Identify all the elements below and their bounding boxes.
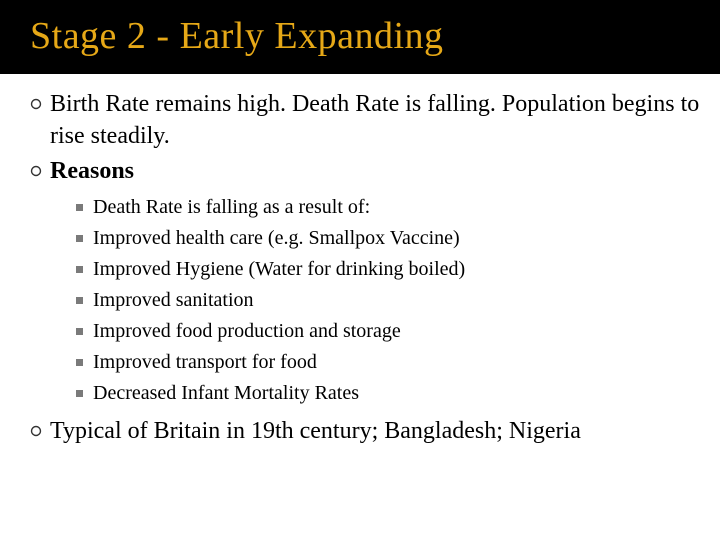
sub-bullet-text: Improved Hygiene (Water for drinking boi… [93,255,465,283]
bullet-text: Typical of Britain in 19th century; Bang… [50,415,581,447]
sub-bullet-text: Improved transport for food [93,348,317,376]
bullet-item: Birth Rate remains high. Death Rate is f… [30,88,702,153]
circle-bullet-icon [30,165,42,177]
sub-bullet-item: Improved Hygiene (Water for drinking boi… [76,255,702,283]
sub-bullet-item: Decreased Infant Mortality Rates [76,379,702,407]
sub-bullet-item: Improved food production and storage [76,317,702,345]
sub-bullet-text: Improved health care (e.g. Smallpox Vacc… [93,224,460,252]
square-bullet-icon [76,266,83,273]
bullet-item: Typical of Britain in 19th century; Bang… [30,415,702,447]
sub-bullet-text: Death Rate is falling as a result of: [93,193,370,221]
square-bullet-icon [76,328,83,335]
slide-title: Stage 2 - Early Expanding [30,14,720,58]
slide-content: Birth Rate remains high. Death Rate is f… [0,74,720,448]
sub-list: Death Rate is falling as a result of: Im… [76,193,702,407]
sub-bullet-text: Improved sanitation [93,286,254,314]
sub-bullet-text: Improved food production and storage [93,317,401,345]
circle-bullet-icon [30,425,42,437]
bullet-text: Birth Rate remains high. Death Rate is f… [50,88,702,153]
sub-bullet-item: Improved sanitation [76,286,702,314]
square-bullet-icon [76,390,83,397]
bullet-item: Reasons Death Rate is falling as a resul… [30,155,702,407]
sub-bullet-item: Death Rate is falling as a result of: [76,193,702,221]
bullet-text: Reasons [50,155,134,187]
sub-bullet-text: Decreased Infant Mortality Rates [93,379,359,407]
sub-bullet-item: Improved health care (e.g. Smallpox Vacc… [76,224,702,252]
circle-bullet-icon [30,98,42,110]
square-bullet-icon [76,297,83,304]
sub-bullet-item: Improved transport for food [76,348,702,376]
square-bullet-icon [76,204,83,211]
square-bullet-icon [76,359,83,366]
title-bar: Stage 2 - Early Expanding [0,0,720,74]
square-bullet-icon [76,235,83,242]
